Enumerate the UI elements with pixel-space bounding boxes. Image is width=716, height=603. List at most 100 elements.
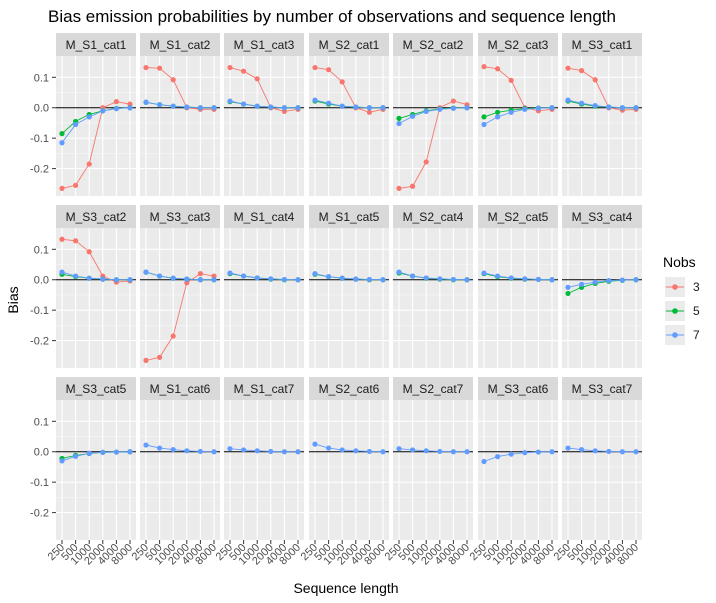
data-point [211,105,217,111]
data-point [59,236,65,242]
data-point [254,448,260,454]
legend-label: 5 [693,304,700,318]
data-point [450,449,456,455]
data-point [312,441,318,447]
y-tick-label: 0.0 [34,447,49,459]
facet-strip [562,377,642,400]
facet-panel: M_S3_cat4 [562,205,642,368]
data-point [157,273,163,279]
panel-background [224,400,304,540]
data-point [579,100,585,106]
legend-label: 3 [693,280,700,294]
facet-strip-label: M_S1_cat2 [150,38,211,52]
data-point [495,273,501,279]
data-point [464,277,470,283]
panel-background [562,228,642,368]
facet-strip-label: M_S1_cat3 [234,38,295,52]
data-point [495,454,501,460]
data-point [326,67,332,73]
data-point [619,105,626,111]
legend-title: Nobs [663,254,696,270]
data-point [241,101,247,107]
data-point [592,448,598,454]
y-tick-label: 0.1 [34,244,49,256]
data-point [565,284,571,290]
y-tick-label: -0.2 [30,336,49,348]
data-point [281,449,287,455]
data-point [326,445,332,451]
facet-panel: M_S3_cat1 [562,33,642,196]
data-point [241,447,247,453]
data-point [241,273,247,279]
data-point [508,109,514,115]
data-point [127,277,133,283]
facet-strip [309,377,389,400]
data-point [227,270,233,276]
y-tick-label: 0.1 [34,72,49,84]
panel-background [309,400,389,540]
data-point [170,77,176,83]
facet-panel: M_S1_cat4 [224,205,304,368]
data-point [326,100,332,106]
data-point [113,99,119,105]
data-point [100,276,106,282]
data-point [268,104,274,110]
data-point [184,276,190,282]
data-point [366,105,372,111]
facet-strip [224,377,304,400]
facet-strip-label: M_S3_cat2 [66,210,127,224]
data-point [481,458,487,465]
data-point [353,276,359,282]
data-point [423,108,429,114]
data-point [59,269,65,275]
panel-background [140,228,220,368]
facet-strip-label: M_S3_cat3 [150,210,211,224]
facet-strip [56,205,136,228]
data-point [268,448,274,455]
data-point [481,270,487,276]
data-point [481,64,487,70]
data-point [522,450,528,456]
data-point [73,182,79,188]
facet-strip-label: M_S2_cat7 [403,382,464,396]
data-point [227,98,233,104]
facet-strip-label: M_S3_cat6 [488,382,549,396]
data-point [339,447,345,453]
data-point [423,448,429,454]
data-point [410,183,416,189]
data-point [59,131,65,137]
data-point [59,140,65,146]
facet-strip [478,205,558,228]
data-point [508,275,514,281]
data-point [184,448,190,454]
facet-strip [393,205,473,228]
data-point [592,77,598,83]
data-point [254,76,260,82]
legend-label: 7 [693,328,700,342]
data-point [143,269,149,275]
facet-panel: M_S2_cat2 [393,33,473,196]
data-point [312,64,318,71]
legend: Nobs 3 5 7 [663,254,700,345]
facet-strip [393,33,473,56]
data-point [157,445,163,451]
data-point [73,238,79,244]
facet-strip-label: M_S1_cat5 [319,210,380,224]
data-point [312,271,318,277]
data-point [380,449,386,455]
legend-key-point [672,332,678,338]
data-point [535,276,542,283]
data-point [184,104,190,110]
panel-background [478,56,558,196]
data-point [170,275,176,281]
facet-strip [562,205,642,228]
facet-panel: M_S1_cat5 [309,205,389,368]
data-point [86,275,92,281]
data-point [535,105,542,111]
data-point [619,449,626,455]
data-point [127,101,133,107]
